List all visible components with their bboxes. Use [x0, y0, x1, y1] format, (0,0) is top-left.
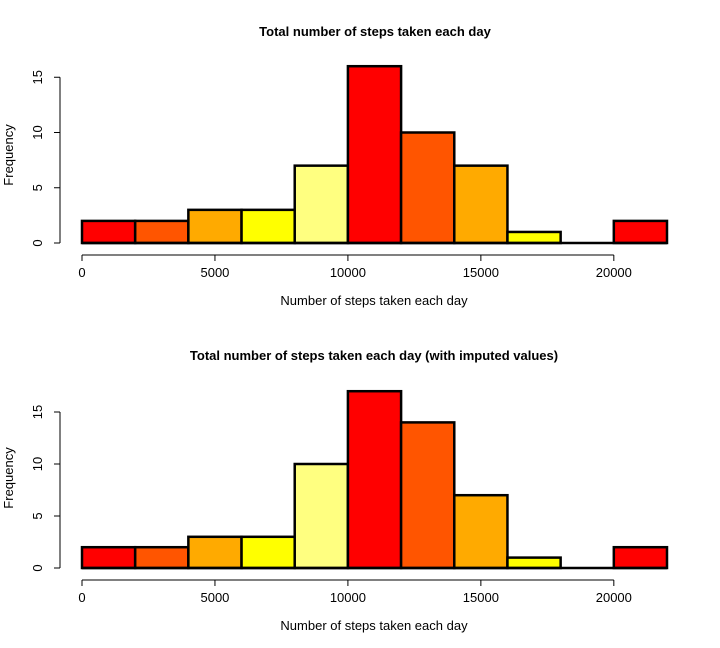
- histogram-bar: [187, 208, 243, 245]
- y-tick-label: 15: [30, 405, 45, 419]
- histogram-bar: [399, 421, 456, 570]
- x-tick-label: 15000: [463, 590, 499, 605]
- y-tick-label: 10: [30, 457, 45, 471]
- y-tick-label: 10: [30, 125, 45, 139]
- bars: [80, 389, 669, 570]
- histogram-bar: [453, 164, 509, 245]
- y-axis-label: Frequency: [1, 447, 16, 509]
- chart-title: Total number of steps taken each day (wi…: [190, 348, 558, 363]
- y-tick-label: 0: [30, 239, 45, 246]
- histogram-bar: [80, 219, 137, 245]
- bars: [80, 64, 669, 245]
- histogram-bar: [133, 219, 190, 245]
- y-tick-label: 15: [30, 70, 45, 84]
- chart-title: Total number of steps taken each day: [259, 24, 491, 39]
- histogram-bar: [293, 462, 350, 570]
- histogram-bar: [80, 545, 137, 570]
- x-tick-label: 0: [78, 265, 85, 280]
- histogram-bar: [240, 535, 296, 570]
- x-tick-label: 20000: [596, 590, 632, 605]
- histogram-bar: [346, 64, 403, 245]
- histogram-bar: [453, 493, 509, 570]
- histogram-panel-imputed: Total number of steps taken each day (wi…: [1, 348, 669, 633]
- histogram-bar: [612, 219, 669, 245]
- x-axis-label: Number of steps taken each day: [280, 618, 468, 633]
- x-tick-label: 5000: [200, 265, 229, 280]
- histogram-bar: [240, 208, 296, 245]
- y-axis-label: Frequency: [1, 124, 16, 186]
- histogram-bar: [293, 164, 350, 245]
- y-axis: 0 5 10 15: [30, 70, 61, 247]
- x-tick-label: 10000: [330, 265, 366, 280]
- y-axis: 0 5 10 15: [30, 405, 61, 572]
- histogram-bar: [399, 131, 456, 245]
- y-tick-label: 0: [30, 564, 45, 571]
- x-tick-label: 10000: [330, 590, 366, 605]
- x-axis-label: Number of steps taken each day: [280, 293, 468, 308]
- x-tick-label: 15000: [463, 265, 499, 280]
- x-axis: 0 5000 10000 15000 20000: [78, 579, 632, 605]
- histogram-panel-original: Total number of steps taken each day Num…: [1, 24, 669, 308]
- histogram-bar: [346, 389, 403, 570]
- histogram-bar: [612, 545, 669, 570]
- x-tick-label: 5000: [200, 590, 229, 605]
- x-axis: 0 5000 10000 15000 20000: [78, 254, 632, 280]
- histogram-bar: [133, 545, 190, 570]
- y-tick-label: 5: [30, 184, 45, 191]
- histogram-bar: [187, 535, 243, 570]
- y-tick-label: 5: [30, 512, 45, 519]
- histogram-bar: [506, 230, 562, 245]
- x-tick-label: 20000: [596, 265, 632, 280]
- x-tick-label: 0: [78, 590, 85, 605]
- histogram-bar: [506, 556, 562, 570]
